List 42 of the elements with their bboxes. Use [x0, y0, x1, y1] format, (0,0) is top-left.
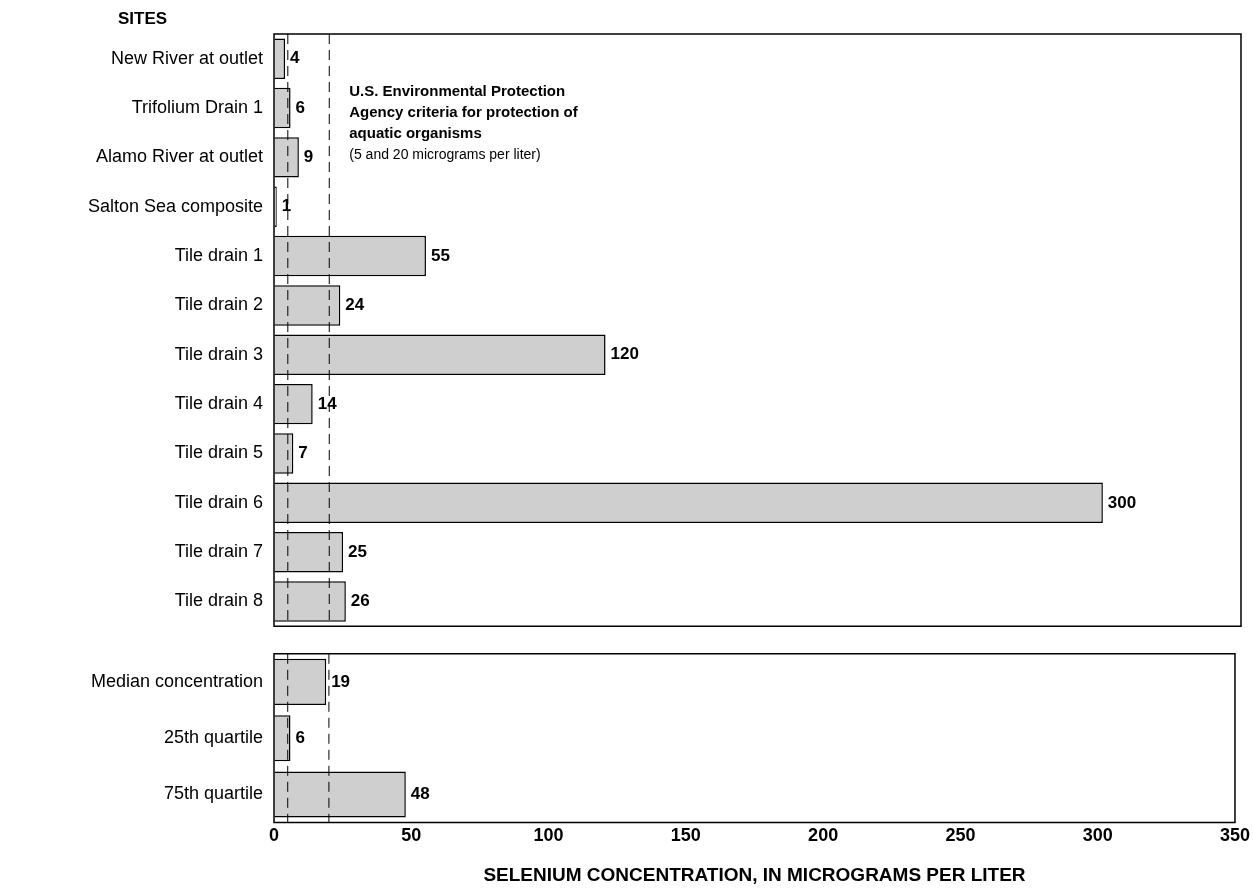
annotation: U.S. Environmental Protection Agency criteria for protection of aquatic organisms	[349, 82, 579, 141]
data-label: 7	[298, 443, 308, 463]
annotation: (5 and 20 micrograms per liter)	[349, 146, 541, 162]
data-label: 6	[295, 727, 305, 747]
y-tick-label: Tile drain 7	[174, 541, 263, 562]
data-label: 120	[610, 344, 639, 364]
x-tick-label: 0	[268, 825, 280, 846]
data-label: 48	[410, 784, 430, 804]
y-tick-label: Trifolium Drain 1	[131, 96, 263, 117]
y-tick-label: Tile drain 6	[174, 491, 263, 512]
x-tick-label: 50	[401, 825, 422, 846]
y-tick-label: Tile drain 1	[174, 245, 263, 266]
x-tick-label: 150	[670, 825, 701, 846]
data-label: 4	[290, 48, 301, 68]
x-tick-label: 200	[808, 825, 839, 846]
data-label: 24	[345, 295, 365, 315]
data-label: 25	[348, 541, 367, 561]
y-tick-label: 25th quartile	[163, 727, 263, 748]
data-label: 9	[303, 147, 314, 167]
data-label: 300	[1107, 492, 1137, 512]
x-tick-label: 100	[533, 825, 564, 846]
data-label: 6	[295, 97, 306, 117]
y-axis-title: SITES	[118, 9, 168, 29]
data-label: 1	[281, 196, 292, 216]
y-tick-label: Median concentration	[90, 670, 263, 691]
y-tick-label: New River at outlet	[110, 47, 263, 68]
y-tick-label: Tile drain 8	[174, 590, 263, 611]
y-tick-label: Salton Sea composite	[87, 195, 263, 216]
y-tick-label: Tile drain 4	[174, 393, 263, 414]
y-tick-label: Tile drain 5	[174, 442, 263, 463]
y-tick-label: Tile drain 3	[174, 343, 263, 364]
y-tick-label: Tile drain 2	[174, 294, 263, 315]
x-tick-label: 350	[1219, 825, 1251, 846]
data-label: 14	[317, 393, 338, 413]
x-axis-title: SELENIUM CONCENTRATION, IN MICROGRAMS PER LITER	[483, 863, 1026, 885]
y-tick-label: 75th quartile	[163, 783, 263, 804]
data-label: 26	[350, 591, 370, 611]
x-tick-label: 300	[1082, 825, 1113, 846]
y-tick-label: Alamo River at outlet	[95, 146, 263, 167]
data-label: 19	[331, 671, 351, 691]
x-tick-label: 250	[945, 825, 976, 846]
data-label: 55	[430, 245, 450, 265]
